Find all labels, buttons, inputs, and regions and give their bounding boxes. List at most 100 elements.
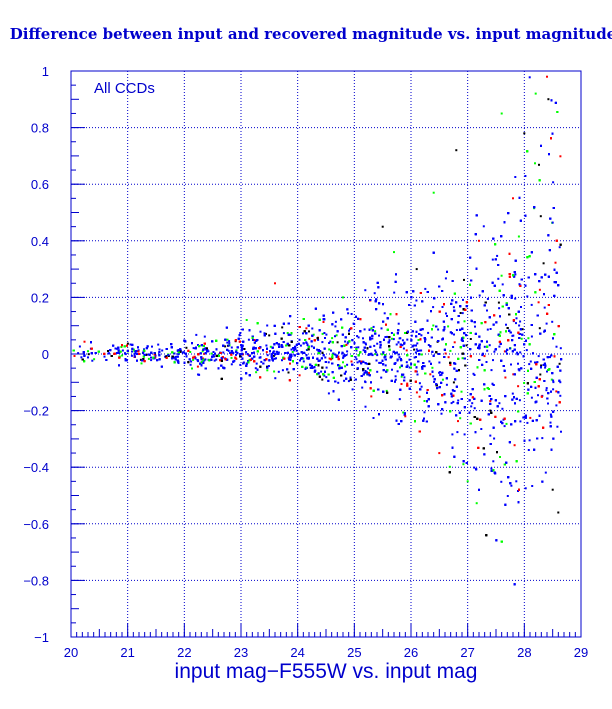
data-point <box>343 379 346 382</box>
data-point <box>340 345 343 348</box>
data-point <box>158 351 161 354</box>
data-point <box>470 309 473 312</box>
data-point <box>399 343 402 346</box>
data-point <box>267 365 270 367</box>
data-point <box>478 488 480 491</box>
data-point <box>480 322 483 325</box>
data-point <box>550 390 552 393</box>
data-point <box>519 219 522 222</box>
data-point <box>489 400 492 402</box>
data-point <box>510 363 512 366</box>
data-point <box>556 425 559 428</box>
data-point <box>510 423 513 426</box>
data-point <box>131 350 133 353</box>
data-point <box>386 317 389 320</box>
data-point <box>371 354 374 357</box>
data-point <box>389 313 392 316</box>
data-point <box>416 350 419 352</box>
data-point <box>331 371 334 374</box>
data-point <box>394 380 396 383</box>
data-point <box>353 342 356 345</box>
data-point <box>514 259 517 262</box>
data-point <box>271 359 274 361</box>
data-point <box>77 352 80 355</box>
data-point <box>369 336 371 339</box>
data-point <box>420 385 423 388</box>
data-point <box>277 343 280 346</box>
data-point <box>222 351 225 354</box>
data-point <box>228 342 231 345</box>
data-point <box>268 359 271 362</box>
data-point <box>468 411 471 414</box>
data-point <box>456 431 459 434</box>
data-point <box>492 359 494 362</box>
data-point <box>126 344 128 347</box>
data-point <box>87 353 90 356</box>
data-point <box>90 341 92 344</box>
data-point <box>323 347 326 350</box>
data-point <box>118 351 121 354</box>
data-point <box>511 339 514 342</box>
data-point <box>471 388 474 391</box>
data-point <box>473 416 476 418</box>
data-point <box>538 163 540 166</box>
data-point <box>235 357 238 360</box>
data-point <box>459 346 462 349</box>
data-point <box>451 433 454 436</box>
data-point <box>253 341 256 344</box>
data-point <box>532 352 534 355</box>
data-point <box>322 314 325 317</box>
data-point <box>511 398 514 401</box>
data-point <box>537 301 540 304</box>
data-point <box>415 366 418 369</box>
data-point <box>284 352 287 354</box>
data-point <box>553 294 556 297</box>
data-point <box>540 276 543 279</box>
data-point <box>331 337 334 340</box>
data-point <box>303 351 306 354</box>
data-point <box>367 354 370 356</box>
data-point <box>487 388 490 390</box>
data-point <box>494 243 497 246</box>
data-point <box>451 280 454 282</box>
data-point <box>355 349 358 352</box>
data-point <box>453 309 456 312</box>
data-point <box>471 402 474 405</box>
data-point <box>494 415 497 418</box>
data-point <box>239 355 242 358</box>
data-point <box>394 352 397 355</box>
data-point <box>408 304 411 306</box>
data-point <box>534 162 536 165</box>
data-point <box>497 301 500 304</box>
data-point <box>502 294 505 297</box>
data-point <box>344 340 347 343</box>
data-point <box>408 387 411 390</box>
data-point <box>251 352 253 355</box>
data-point <box>371 329 374 332</box>
data-point <box>266 369 269 372</box>
data-point <box>493 314 496 317</box>
data-point <box>444 401 447 404</box>
data-point <box>263 332 266 335</box>
data-point <box>240 355 243 358</box>
data-point <box>501 407 504 410</box>
data-point <box>397 423 400 425</box>
data-point <box>529 360 532 363</box>
data-point <box>450 302 453 305</box>
data-point <box>346 308 349 311</box>
data-point <box>360 362 363 365</box>
data-point <box>542 262 545 265</box>
data-point <box>308 337 311 340</box>
data-point <box>265 344 268 347</box>
data-point <box>415 330 418 333</box>
data-point <box>281 326 284 329</box>
data-point <box>302 357 305 360</box>
data-point <box>450 395 453 398</box>
data-point <box>486 309 488 312</box>
data-point <box>524 414 527 417</box>
data-point <box>461 357 464 360</box>
data-point <box>212 351 215 353</box>
data-point <box>506 352 508 355</box>
data-point <box>346 342 349 345</box>
data-point <box>462 308 465 311</box>
